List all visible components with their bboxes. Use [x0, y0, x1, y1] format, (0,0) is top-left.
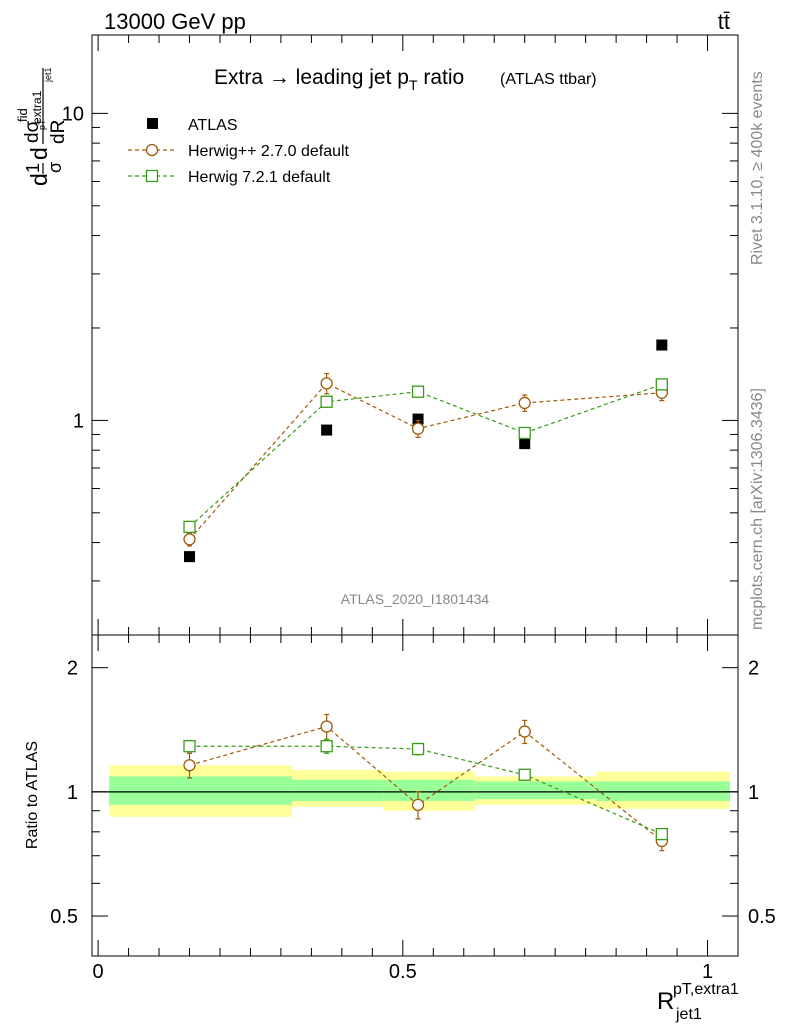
svg-text:R: R	[657, 988, 674, 1015]
svg-text:dR: dR	[48, 120, 69, 144]
rivet-label: Rivet 3.1.10, ≥ 400k events	[749, 71, 766, 265]
series-line-1	[189, 382, 662, 540]
ratio-y-axis-label: Ratio to ATLAS	[24, 741, 41, 849]
ratio-x-axis-label: R pT,extra1 jet1	[657, 981, 739, 1023]
svg-text:fid: fid	[15, 108, 30, 122]
analysis-watermark: ATLAS_2020_I1801434	[341, 591, 490, 607]
data-point-atlas	[184, 551, 196, 563]
data-point-herwigpp	[183, 533, 196, 546]
ratio-point-herwigpp	[411, 798, 425, 811]
series-line-2	[189, 383, 663, 528]
ratio-x-tick-label: 0.5	[389, 961, 417, 983]
data-point-herwig7	[411, 385, 425, 398]
ratio-y-tick-label-left: 2	[67, 658, 78, 680]
ratio-y-tick-label-left: 0.5	[50, 906, 78, 928]
main-y-axis-label: d 1 σ d dσ fid extra1 pT dR jet1	[15, 67, 69, 186]
svg-text:σ: σ	[45, 162, 65, 173]
data-point-herwigpp	[518, 396, 531, 410]
svg-text:dσ: dσ	[22, 120, 43, 143]
uncertainty-band-inner	[291, 779, 384, 802]
main-panel: 1 10 Extra → leading jet pT ratio (ATLAS …	[15, 34, 739, 636]
data-point-atlas	[656, 339, 668, 351]
data-point-herwig7	[320, 395, 333, 408]
ratio-frame	[91, 634, 739, 957]
ratio-y-tick-label-right: 1	[748, 782, 759, 804]
uncertainty-band-inner	[474, 781, 597, 800]
energy-label: 13000 GeV pp	[104, 9, 246, 34]
mcplots-label: mcplots.cern.ch [arXiv:1306.3436]	[749, 388, 766, 630]
ratio-point-herwig7	[411, 742, 425, 756]
ratio-x-tick-label: 0	[93, 961, 104, 983]
svg-text:pT: pT	[37, 119, 47, 130]
ratio-point-herwigpp	[183, 759, 196, 772]
svg-text:extra1: extra1	[30, 90, 44, 124]
data-point-herwigpp	[411, 422, 425, 435]
svg-text:d: d	[26, 173, 52, 186]
legend-marker-herwigpp	[145, 143, 159, 157]
svg-text:jet1: jet1	[43, 67, 53, 83]
data-point-herwig7	[655, 378, 668, 391]
ratio-point-herwigpp	[320, 720, 333, 733]
ratio-series-line-1	[189, 745, 663, 835]
data-point-herwigpp	[320, 377, 333, 390]
data-point-atlas	[412, 413, 424, 425]
ratio-point-herwig7	[518, 768, 531, 781]
svg-text:pT,extra1: pT,extra1	[673, 981, 739, 998]
main-y-tick-label: 10	[62, 103, 84, 125]
svg-text:jet1: jet1	[675, 1006, 702, 1023]
data-point-atlas	[519, 438, 531, 450]
ratio-point-herwig7	[320, 740, 333, 753]
data-point-atlas	[321, 424, 333, 436]
uncertainty-band-inner	[383, 779, 475, 802]
legend-marker-atlas	[147, 118, 158, 129]
process-label: tt̄	[718, 9, 730, 34]
data-point-herwig7	[183, 520, 196, 534]
main-y-tick-label: 1	[73, 410, 84, 432]
main-title-note: (ATLAS ttbar)	[500, 71, 597, 88]
ratio-point-herwigpp	[518, 725, 531, 738]
ratio-y-tick-label-right: 2	[748, 658, 759, 680]
legend: ATLAS Herwig++ 2.7.0 default Herwig 7.2.…	[128, 117, 350, 186]
uncertainty-band-inner	[109, 776, 292, 805]
main-title: Extra → leading jet pT ratio	[214, 66, 464, 93]
legend-label-herwig7: Herwig 7.2.1 default	[188, 169, 331, 186]
uncertainty-band-inner	[596, 781, 730, 802]
data-point-herwig7	[518, 426, 531, 440]
legend-label-atlas: ATLAS	[188, 117, 238, 134]
legend-marker-herwig7	[145, 169, 159, 183]
ratio-point-herwig7	[655, 827, 668, 841]
ratio-point-herwig7	[183, 740, 196, 753]
legend-label-herwigpp: Herwig++ 2.7.0 default	[188, 143, 350, 160]
ratio-panel: 0.5 0.5 1 1 2 2 0 0.5 1 Ratio to ATLAS R pT,extr…	[24, 634, 776, 1023]
svg-text:1: 1	[23, 163, 43, 173]
ratio-x-tick-label: 1	[702, 961, 713, 983]
ratio-y-tick-label-left: 1	[67, 782, 78, 804]
svg-text:d: d	[26, 147, 52, 160]
ratio-y-tick-label-right: 0.5	[748, 906, 776, 928]
